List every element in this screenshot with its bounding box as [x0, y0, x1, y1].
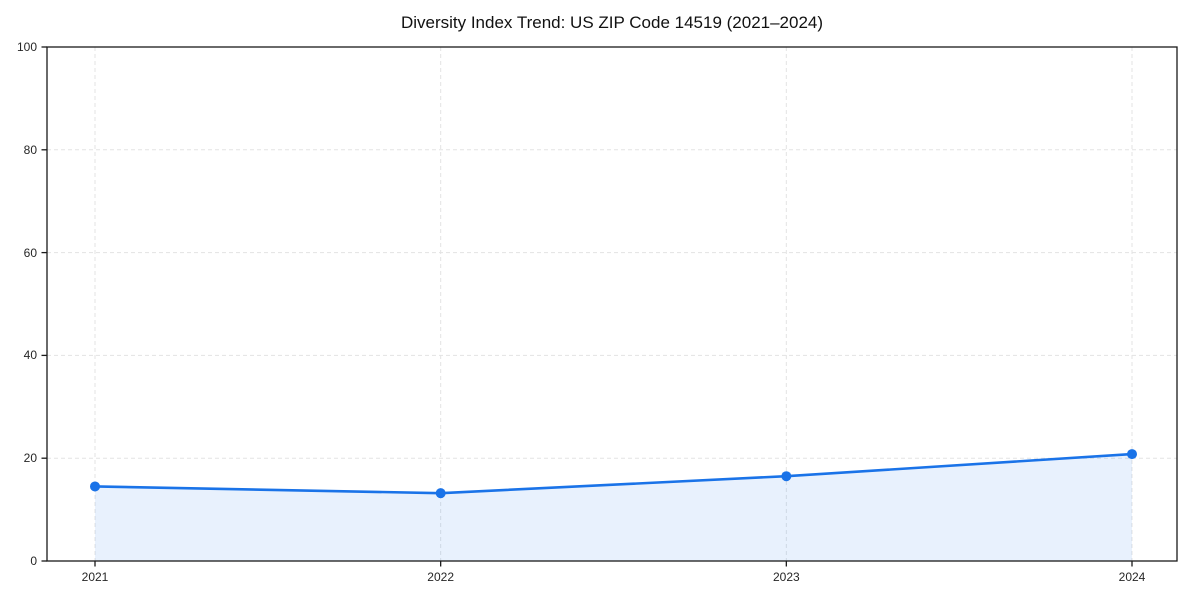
x-tick-label: 2022 — [427, 570, 454, 584]
trend-line — [93, 452, 1134, 495]
plot-border — [46, 46, 1178, 562]
y-tick-label: 0 — [30, 554, 37, 568]
data-point-marker — [1127, 449, 1137, 460]
y-tick-label: 80 — [23, 142, 37, 157]
x-tick-label: 2021 — [81, 570, 109, 584]
y-tick-label: 20 — [23, 451, 37, 466]
area-fill — [95, 454, 1132, 561]
x-tick-label: 2024 — [1118, 570, 1146, 584]
x-tick-label: 2023 — [772, 570, 800, 584]
chart-title: Diversity Index Trend: US ZIP Code 14519… — [400, 13, 824, 32]
y-tick-label: 100 — [16, 40, 37, 54]
data-point-marker — [90, 481, 100, 492]
data-point-marker — [435, 488, 446, 499]
y-tick-label: 40 — [23, 348, 37, 363]
y-tick-label: 60 — [23, 245, 37, 260]
data-point-marker — [781, 471, 792, 482]
